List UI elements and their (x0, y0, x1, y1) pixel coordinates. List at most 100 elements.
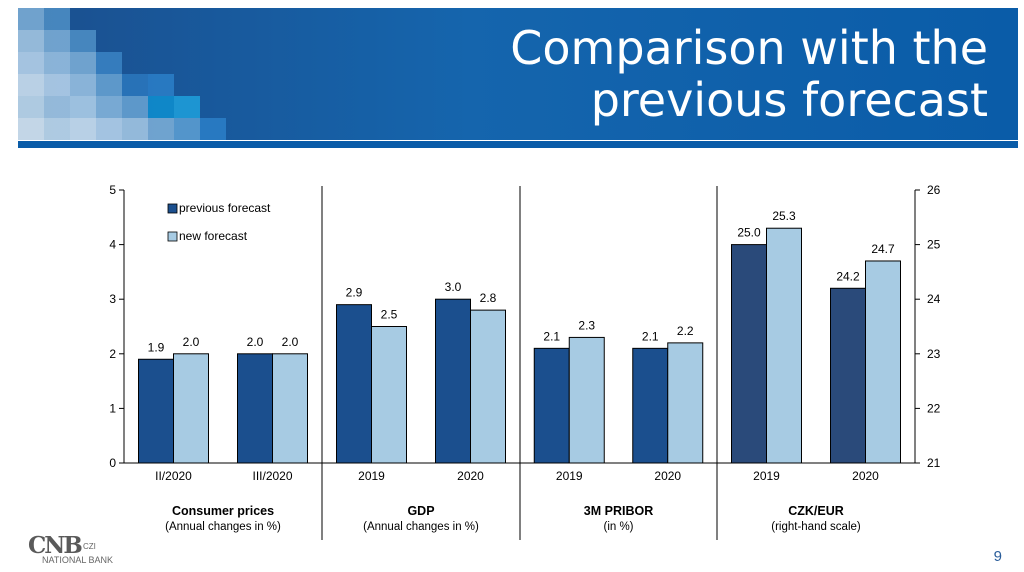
banner-mosaic (18, 8, 226, 140)
legend-label-previous: previous forecast (179, 201, 271, 215)
group-title: CZK/EUR (788, 504, 844, 518)
mosaic-tile (174, 96, 200, 118)
left-tick-label: 2 (109, 347, 116, 361)
data-label-previous: 2.9 (346, 286, 363, 300)
title-line-1: Comparison with the (510, 21, 988, 75)
right-tick-label: 25 (927, 238, 941, 252)
slide-title: Comparison with the previous forecast (510, 22, 988, 126)
left-tick-label: 5 (109, 183, 116, 197)
mosaic-tile (148, 96, 174, 118)
mosaic-tile (70, 118, 96, 140)
bar-previous (830, 287, 866, 464)
mosaic-tile (96, 96, 122, 118)
bar-new (371, 326, 407, 464)
left-tick-label: 1 (109, 401, 116, 415)
mosaic-tile (18, 8, 44, 30)
left-tick-label: 3 (109, 292, 116, 306)
bar-new (173, 353, 209, 464)
data-label-new: 2.0 (183, 335, 200, 349)
mosaic-tile (148, 74, 174, 96)
category-label: 2019 (358, 469, 385, 483)
mosaic-tile (96, 74, 122, 96)
right-tick-label: 26 (927, 183, 941, 197)
logo-czi: CZI (83, 542, 96, 551)
mosaic-tile (122, 118, 148, 140)
data-label-previous: 1.9 (148, 340, 165, 354)
mosaic-tile (148, 118, 174, 140)
bar-previous (138, 358, 174, 464)
title-banner: Comparison with the previous forecast (18, 8, 1018, 140)
cnb-logo: CNB CZI NATIONAL BANK (28, 532, 113, 565)
bar-previous (435, 298, 471, 464)
mosaic-tile (174, 118, 200, 140)
page-number: 9 (993, 548, 1002, 565)
mosaic-tile (44, 52, 70, 74)
left-tick-label: 4 (109, 238, 116, 252)
right-tick-label: 23 (927, 347, 941, 361)
right-tick-label: 22 (927, 401, 941, 415)
mosaic-tile (18, 96, 44, 118)
bar-new (766, 227, 802, 464)
bar-previous (237, 353, 273, 464)
data-label-new: 24.7 (871, 242, 895, 256)
logo-bank-name: NATIONAL BANK (42, 555, 114, 565)
legend-swatch (167, 203, 178, 214)
data-label-previous: 2.0 (247, 335, 264, 349)
group-subtitle: (Annual changes in %) (363, 521, 479, 533)
mosaic-tile (44, 118, 70, 140)
data-label-previous: 25.0 (737, 226, 761, 240)
right-tick-label: 24 (927, 292, 941, 306)
logo-mark: CNB (28, 532, 83, 559)
title-line-2: previous forecast (590, 73, 988, 127)
mosaic-tile (70, 96, 96, 118)
category-label: III/2020 (252, 469, 292, 483)
group-subtitle: (Annual changes in %) (165, 521, 281, 533)
category-label: II/2020 (155, 469, 192, 483)
bar-new (865, 260, 901, 464)
mosaic-tile (44, 8, 70, 30)
group-title: 3M PRIBOR (584, 504, 653, 518)
data-label-new: 2.2 (677, 324, 694, 338)
group-subtitle: (in %) (603, 521, 633, 533)
bar-previous (336, 304, 372, 464)
mosaic-tile (44, 96, 70, 118)
mosaic-tile (44, 74, 70, 96)
data-label-previous: 24.2 (836, 269, 860, 283)
group-title: Consumer prices (172, 504, 274, 518)
left-tick-label: 0 (109, 456, 116, 470)
data-label-previous: 2.1 (543, 329, 560, 343)
data-label-previous: 2.1 (642, 329, 659, 343)
mosaic-tile (70, 52, 96, 74)
mosaic-tile (122, 96, 148, 118)
bar-previous (632, 347, 669, 464)
bar-new (568, 336, 605, 464)
right-tick-label: 21 (927, 456, 941, 470)
data-label-new: 2.0 (282, 335, 299, 349)
mosaic-tile (122, 74, 148, 96)
bar-previous (731, 244, 767, 464)
data-label-new: 2.5 (381, 308, 398, 322)
mosaic-tile (96, 52, 122, 74)
group-subtitle: (right-hand scale) (771, 521, 861, 533)
banner-underline (18, 141, 1018, 148)
mosaic-tile (18, 118, 44, 140)
mosaic-tile (18, 74, 44, 96)
category-label: 2019 (753, 469, 780, 483)
mosaic-tile (44, 30, 70, 52)
group-title: GDP (407, 504, 434, 518)
mosaic-tile (18, 30, 44, 52)
data-label-new: 2.3 (578, 318, 595, 332)
mosaic-tile (70, 74, 96, 96)
bar-previous (533, 347, 570, 464)
data-label-new: 25.3 (772, 209, 796, 223)
category-label: 2020 (654, 469, 681, 483)
mosaic-tile (96, 118, 122, 140)
data-label-previous: 3.0 (445, 280, 462, 294)
bar-new (667, 342, 704, 464)
category-label: 2020 (852, 469, 879, 483)
mosaic-tile (70, 30, 96, 52)
bar-new (272, 353, 308, 464)
category-label: 2019 (556, 469, 583, 483)
legend-swatch (167, 231, 178, 242)
